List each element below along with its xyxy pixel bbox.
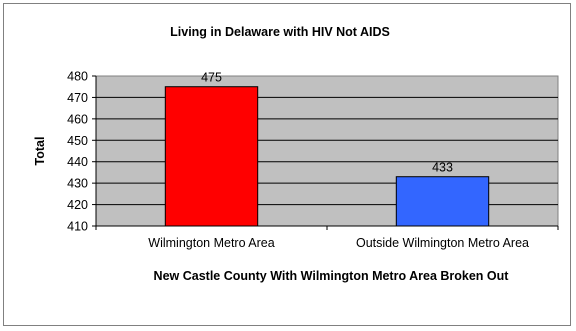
y-tick-label: 470 bbox=[67, 91, 88, 105]
y-tick-label: 430 bbox=[67, 177, 88, 191]
x-axis-ticks: Wilmington Metro Area Outside Wilmington … bbox=[95, 226, 559, 250]
x-axis-label: New Castle County With Wilmington Metro … bbox=[154, 269, 510, 283]
bar bbox=[395, 176, 490, 227]
y-tick-label: 410 bbox=[67, 220, 88, 234]
data-label: 433 bbox=[432, 161, 453, 175]
bars: 475 433 bbox=[164, 71, 490, 227]
y-axis-ticks: 410 420 430 440 450 460 470 480 bbox=[67, 70, 96, 234]
y-tick-label: 450 bbox=[67, 134, 88, 148]
y-axis-label: Total bbox=[33, 137, 47, 166]
x-tick-label: Outside Wilmington Metro Area bbox=[356, 236, 529, 250]
y-tick-label: 480 bbox=[67, 70, 88, 84]
bar bbox=[164, 86, 259, 227]
y-tick-label: 460 bbox=[67, 112, 88, 126]
y-tick-label: 420 bbox=[67, 198, 88, 212]
data-label: 475 bbox=[201, 71, 222, 85]
x-tick-label: Wilmington Metro Area bbox=[148, 236, 274, 250]
y-tick-label: 440 bbox=[67, 155, 88, 169]
chart-title: Living in Delaware with HIV Not AIDS bbox=[170, 25, 390, 39]
